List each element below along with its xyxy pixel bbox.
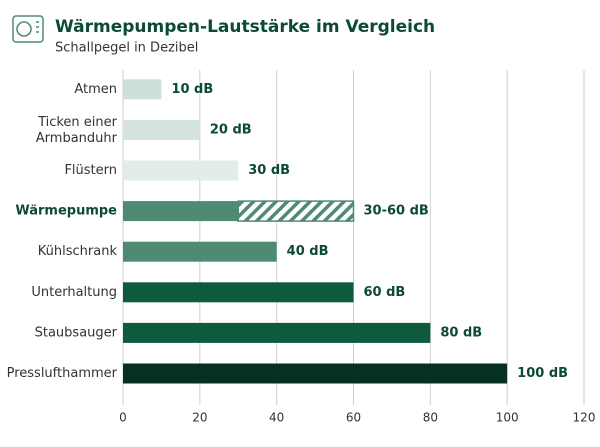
value-label: 80 dB — [440, 325, 482, 340]
bar — [123, 201, 239, 222]
chart-subtitle: Schallpegel in Dezibel — [55, 41, 198, 56]
x-tick-label: 0 — [119, 411, 127, 425]
bar — [123, 363, 508, 384]
bar — [123, 322, 431, 343]
x-tick-label: 20 — [192, 411, 207, 425]
y-tick-label: Flüstern — [64, 163, 117, 178]
bar-range — [237, 200, 355, 222]
x-tick-label: 80 — [423, 411, 438, 425]
value-label: 30-60 dB — [364, 204, 429, 219]
x-tick-label: 100 — [496, 411, 519, 425]
x-tick-label: 120 — [573, 411, 596, 425]
bar — [123, 79, 162, 100]
value-label: 10 dB — [171, 82, 213, 97]
y-tick-label: Presslufthammer — [7, 366, 118, 381]
value-label: 20 dB — [210, 122, 252, 137]
bar — [123, 282, 354, 303]
y-tick-label: Ticken einer Armbanduhr — [36, 114, 118, 145]
y-tick-label: Wärmepumpe — [15, 204, 117, 219]
y-tick-label: Kühlschrank — [38, 244, 118, 259]
bar — [123, 160, 239, 181]
value-label: 100 dB — [517, 366, 568, 381]
x-tick-label: 40 — [269, 411, 284, 425]
icon — [12, 15, 44, 43]
value-label: 60 dB — [364, 285, 406, 300]
value-label: 40 dB — [287, 244, 329, 259]
y-tick-label: Staubsauger — [35, 325, 118, 340]
chart-title: Wärmepumpen-Lautstärke im Vergleich — [55, 17, 435, 37]
x-tick-label: 60 — [346, 411, 361, 425]
y-tick-label: Atmen — [74, 82, 117, 97]
y-tick-label: Unterhaltung — [31, 285, 117, 300]
value-label: 30 dB — [248, 163, 290, 178]
bar — [123, 119, 200, 140]
bar — [123, 241, 277, 262]
